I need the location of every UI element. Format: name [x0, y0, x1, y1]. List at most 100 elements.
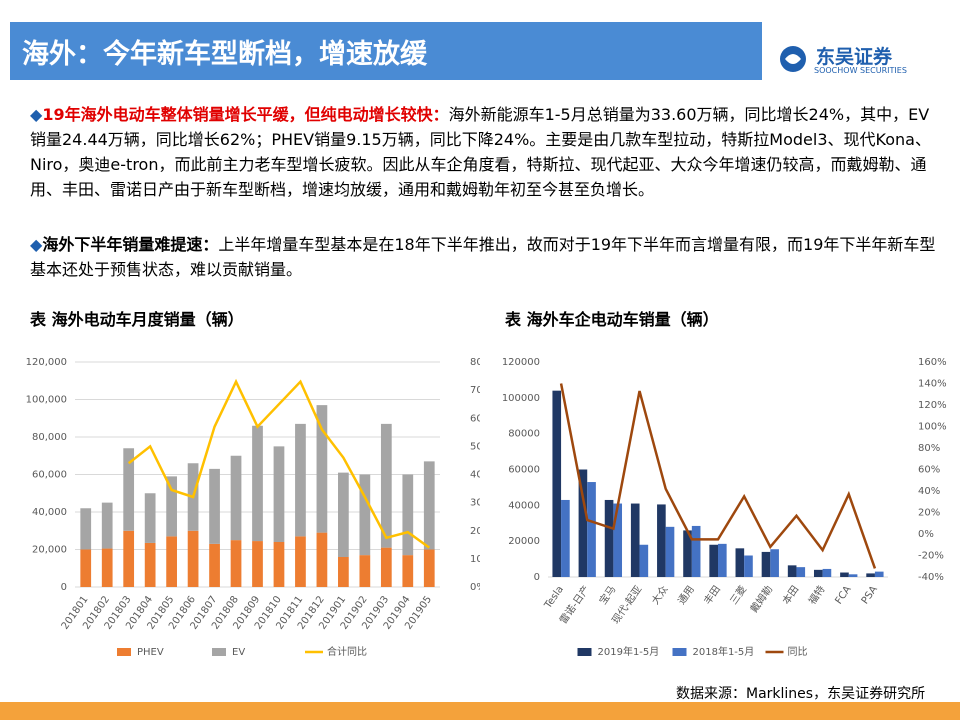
bar — [604, 499, 614, 577]
y-tick-label: 80,000 — [32, 432, 67, 443]
y-tick-label: 40,000 — [32, 507, 67, 518]
x-tick-label: 宝马 — [596, 583, 618, 607]
legend-label: 2019年1-5月 — [598, 645, 660, 658]
source: 数据来源：Marklines，东吴证券研究所 — [676, 686, 926, 702]
chart-title: 表 海外电动车月度销量（辆） — [30, 310, 244, 329]
bar — [423, 461, 435, 550]
y2-tick-label: 20% — [918, 508, 940, 519]
bar — [848, 574, 858, 577]
legend-swatch — [117, 648, 131, 656]
x-tick-label: PSA — [860, 584, 880, 606]
bullet-body: 上半年增量车型基本是在18年下半年推出，故而对于19年下半年而言增量有限，而19… — [30, 235, 936, 279]
bar — [866, 573, 875, 577]
legend-label: 同比 — [788, 646, 808, 658]
bar — [402, 555, 414, 587]
y-tick-label: 120000 — [502, 357, 540, 368]
legend-swatch — [577, 648, 592, 656]
y2-tick-label: 80% — [918, 443, 940, 454]
bar — [166, 536, 177, 587]
y-tick-label: 100000 — [502, 393, 540, 404]
bar — [761, 551, 771, 577]
chart: 0 20000 40000 60000 80000 100000 120000 -40% -20… — [502, 357, 947, 658]
bar — [295, 536, 306, 587]
bar — [273, 542, 285, 587]
bar — [813, 569, 823, 577]
x-tick-label: Tesla — [542, 584, 566, 611]
bullet-lead: 19年海外电动车整体销量增长平缓，但纯电动增长较快： — [42, 105, 449, 124]
bar — [665, 526, 675, 577]
bar — [683, 530, 692, 577]
bar — [630, 503, 640, 577]
bullet-lead: 海外下半年销量难提速： — [42, 235, 219, 254]
y-tick-label: 20,000 — [32, 545, 67, 556]
bar — [166, 476, 177, 537]
bar — [209, 543, 220, 587]
bar — [552, 390, 562, 577]
bullet: ◆海外下半年销量难提速：上半年增量车型基本是在18年下半年推出，故而对于19年下… — [30, 235, 936, 279]
bar — [230, 540, 242, 587]
bar — [295, 423, 306, 537]
x-tick-label: 丰田 — [701, 583, 723, 607]
bar — [796, 567, 806, 577]
chart-title: 表 海外车企电动车销量（辆） — [505, 310, 719, 329]
bar — [252, 541, 263, 587]
bar — [822, 568, 832, 577]
bar — [359, 474, 371, 556]
bar — [101, 502, 113, 549]
bar — [101, 548, 113, 587]
bar — [252, 425, 263, 542]
x-tick-label: 福特 — [805, 583, 827, 607]
bar — [840, 572, 849, 577]
chart: 0 20,000 40,000 60,000 80,000 100,000 120,000 0… — [26, 357, 480, 658]
x-tick-label: 戴姆勒 — [747, 583, 775, 615]
y-tick-label: 100,000 — [26, 395, 67, 406]
legend-label: 2018年1-5月 — [693, 645, 755, 658]
bar — [402, 474, 414, 556]
bar — [187, 530, 199, 587]
y2-tick-label: 80% — [470, 357, 480, 368]
bar — [657, 504, 666, 577]
y-tick-label: 40000 — [508, 500, 540, 511]
bar — [230, 455, 242, 541]
y-tick-label: 20000 — [508, 536, 540, 547]
bar — [144, 542, 156, 587]
y2-tick-label: 100% — [918, 422, 947, 433]
bar — [718, 543, 727, 577]
x-tick-label: 三菱 — [728, 584, 749, 607]
x-tick-label: 大众 — [648, 583, 670, 607]
bar — [709, 544, 718, 577]
line — [127, 378, 430, 549]
y2-tick-label: 120% — [918, 400, 947, 411]
y2-tick-label: 70% — [470, 385, 480, 396]
y-tick-label: 80000 — [508, 429, 540, 440]
x-tick-label: FCA — [833, 584, 853, 606]
bar — [273, 446, 285, 542]
bar — [123, 530, 135, 587]
y-tick-label: 0 — [61, 582, 67, 593]
bar — [561, 499, 570, 577]
bar — [587, 482, 596, 577]
bar — [735, 548, 745, 577]
y-tick-label: 120,000 — [26, 357, 67, 368]
bar — [744, 555, 753, 577]
legend-swatch — [212, 648, 226, 656]
bar — [316, 405, 328, 533]
y2-tick-label: 0% — [918, 529, 934, 540]
bar — [691, 525, 701, 577]
y-tick-label: 0 — [534, 572, 540, 583]
bar — [359, 555, 371, 587]
bar — [209, 468, 220, 544]
legend-swatch — [672, 648, 687, 656]
bar — [423, 549, 435, 587]
bar — [380, 423, 392, 548]
bar — [770, 549, 779, 577]
y2-tick-label: 60% — [918, 465, 940, 476]
y2-tick-label: 40% — [470, 470, 480, 481]
logo-sub: SOOCHOW SECURITIES — [814, 66, 907, 75]
y2-tick-label: 140% — [918, 379, 947, 390]
y2-tick-label: 30% — [470, 498, 480, 509]
y2-tick-label: 160% — [918, 357, 947, 368]
bar — [874, 571, 884, 577]
footer-bar — [0, 702, 960, 720]
